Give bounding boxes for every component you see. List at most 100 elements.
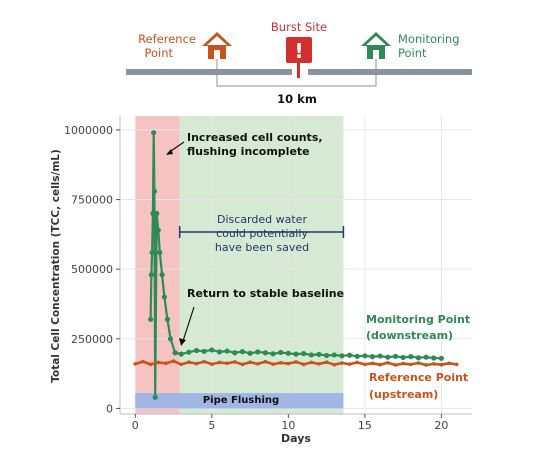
monitoring-data-point: [400, 354, 406, 361]
reference-label-line2: Point: [144, 46, 173, 60]
monitoring-data-point: [157, 249, 163, 256]
reference-data-point: [248, 360, 252, 364]
exclamation-icon: !: [286, 37, 312, 63]
reference-data-point: [447, 361, 451, 366]
series-layer: [133, 130, 459, 400]
monitoring-data-point: [201, 348, 207, 354]
y-tick-label: 0: [106, 402, 113, 415]
pipe-left-segment: [126, 69, 292, 75]
monitoring-data-point: [155, 227, 161, 233]
pipe-right-segment: [308, 69, 472, 75]
monitoring-data-point: [154, 210, 160, 217]
y-axis-label: Total Cell Concentration (TCC, cells/mL): [50, 149, 62, 383]
reference-data-point: [386, 360, 390, 365]
monitoring-data-point: [148, 316, 154, 322]
reference-data-point: [164, 361, 168, 366]
monitoring-data-point: [392, 353, 399, 359]
monitoring-data-point: [270, 351, 276, 357]
reference-data-point: [424, 363, 428, 367]
reference-data-point: [355, 360, 360, 365]
monitoring-data-point: [262, 350, 268, 356]
monitoring-data-point: [232, 350, 238, 356]
monitoring-data-point: [377, 353, 383, 359]
reference-data-point: [439, 362, 444, 367]
monitoring-data-point: [423, 354, 429, 360]
reference-data-point: [225, 361, 229, 366]
reference-data-point: [408, 362, 413, 367]
monitoring-data-point: [316, 351, 322, 357]
tick-labels: 0 5 10 15 20 0 250000 500000 750000 1000000: [64, 124, 448, 432]
reference-data-point: [454, 362, 459, 367]
reference-data-point: [255, 362, 260, 366]
reference-data-point: [378, 362, 382, 367]
reference-data-point: [286, 361, 291, 366]
monitoring-data-point: [186, 349, 192, 355]
reference-data-point: [179, 362, 184, 367]
reference-data-point: [309, 360, 314, 365]
monitoring-data-point: [301, 350, 307, 357]
x-tick-label: 10: [281, 419, 295, 432]
monitoring-data-point: [438, 355, 444, 361]
reference-data-point: [393, 363, 398, 367]
reference-data-point: [271, 362, 275, 366]
monitoring-data-point: [385, 354, 391, 360]
shaded-region-1: [179, 116, 344, 414]
monitoring-data-point: [331, 352, 337, 358]
reference-data-point: [202, 359, 206, 364]
reference-data-point: [187, 360, 191, 364]
monitoring-data-point: [151, 130, 157, 136]
reference-data-point: [324, 360, 329, 364]
monitoring-data-point: [239, 349, 246, 355]
monitoring-data-point: [247, 350, 253, 356]
burst-glyph: !: [294, 39, 303, 63]
reference-data-point: [232, 360, 237, 364]
monitoring-data-point: [172, 350, 178, 356]
reference-house-icon: [202, 32, 232, 59]
shaded-regions: [135, 116, 344, 414]
discard-annotation-line1: Discarded water: [217, 213, 307, 226]
monitoring-label-line2: Point: [398, 46, 427, 60]
monitoring-data-point: [209, 347, 215, 353]
monitoring-data-point: [148, 272, 154, 278]
monitoring-data-point: [151, 188, 158, 194]
monitoring-series-label-line2: (downstream): [366, 329, 453, 342]
discard-annotation-line3: have been saved: [215, 241, 309, 254]
monitoring-data-point: [161, 294, 167, 300]
baseline-arrowhead: [179, 338, 186, 346]
monitoring-data-point: [278, 349, 284, 356]
reference-data-point: [171, 359, 176, 363]
spike-annotation-line2: flushing incomplete: [187, 145, 310, 158]
shaded-region-0: [135, 116, 180, 414]
y-tick-label: 1000000: [64, 124, 113, 137]
pipe-flushing-band: [135, 393, 344, 409]
reference-data-point: [317, 362, 321, 366]
shaded-region-2: [135, 393, 344, 409]
monitoring-house-icon: [361, 32, 391, 59]
x-tick-label: 15: [358, 419, 372, 432]
monitoring-series-label-line1: Monitoring Point: [366, 313, 470, 326]
y-tick-label: 250000: [71, 333, 113, 346]
reference-data-point: [141, 359, 145, 364]
x-tick-label: 5: [208, 419, 215, 432]
reference-data-point: [240, 362, 245, 367]
monitoring-data-point: [193, 347, 200, 354]
reference-data-point: [263, 359, 268, 364]
monitoring-data-point: [293, 351, 299, 357]
reference-data-point: [301, 362, 306, 367]
reference-data-point: [363, 362, 367, 367]
x-axis-label: Days: [281, 432, 311, 445]
burst-site-label: Burst Site: [271, 20, 327, 34]
monitoring-data-point: [164, 316, 171, 322]
monitoring-data-point: [415, 355, 422, 361]
baseline-annotation: Return to stable baseline: [187, 287, 344, 300]
reference-label-line1: Reference: [138, 32, 196, 46]
reference-data-point: [278, 360, 283, 365]
reference-data-point: [431, 362, 436, 366]
baseline-arrow: [182, 306, 195, 342]
reference-data-point: [401, 361, 405, 366]
reference-data-point: [332, 362, 337, 367]
distance-label: 10 km: [277, 92, 317, 106]
monitoring-data-point: [167, 336, 174, 342]
monitoring-label-line1: Monitoring: [398, 32, 460, 46]
